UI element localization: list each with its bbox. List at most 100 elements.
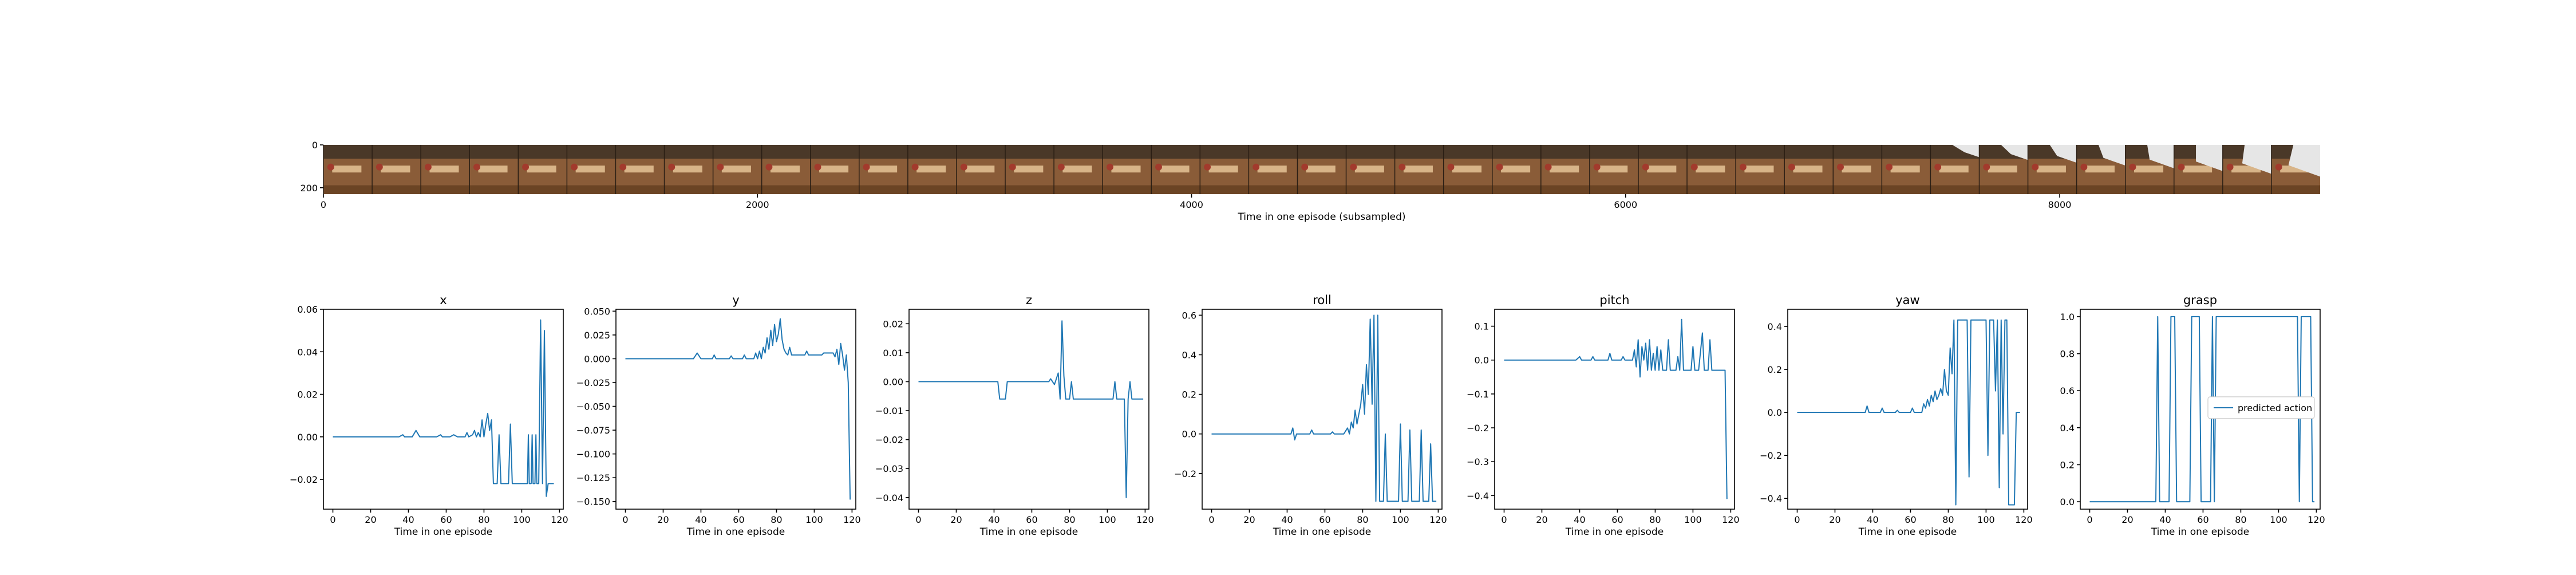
strip-x-tick-label: 8000 [2048,199,2072,210]
x-tick-label: 80 [771,514,782,525]
frame-floor-edge [1882,185,1931,194]
frame-object [863,163,870,171]
frame-object [1690,163,1698,171]
frame-shelf [1939,166,1969,173]
frame-floor-edge [1979,185,2028,194]
frame-object [668,163,675,171]
episode-frame [420,145,470,194]
episode-frame [1151,145,1200,194]
frame-wall [713,145,762,159]
y-tick-label: −0.04 [875,493,903,503]
strip-x-tick-label: 6000 [1614,199,1637,210]
frame-wall [761,145,811,159]
frame-wall [567,145,616,159]
frame-object [765,163,773,171]
y-tick-label: 0.01 [883,348,903,359]
frame-robot-arm [2098,145,2125,166]
y-tick-label: −0.050 [576,401,610,412]
frame-robot-arm [2242,145,2271,174]
frame-wall [810,145,859,159]
frame-wall [1492,145,1541,159]
frame-wall [1833,145,1882,159]
strip-x-tick-label: 0 [321,199,326,210]
x-axis-label: Time in one episode [394,526,492,538]
x-tick-label: 60 [440,514,452,525]
frame-object [2275,163,2282,171]
legend-label: predicted action [2238,403,2312,413]
frame-shelf [478,166,508,173]
frame-shelf [1354,166,1384,173]
x-tick-label: 80 [2235,514,2246,525]
y-tick-label: −0.1 [1467,389,1489,400]
episode-frame [907,145,957,194]
frame-wall [956,145,1006,159]
frame-floor-edge [1346,185,1395,194]
y-tick-label: 0.6 [2060,385,2075,396]
y-tick-label: −0.3 [1467,456,1489,467]
episode-frame [1735,145,1785,194]
x-tick-label: 80 [478,514,489,525]
episode-frame [566,145,616,194]
frame-floor-edge [323,185,373,194]
x-tick-label: 60 [2197,514,2208,525]
frame-floor-edge [567,185,616,194]
y-tick-label: 0.02 [297,389,318,400]
x-tick-label: 0 [2087,514,2092,525]
episode-frame [615,145,665,194]
subplot-title: z [1026,293,1032,307]
subplot-z: z 0 20 40 60 80 100 120 0.02 0.01 0.00 −0.01 −0.02 −0… [875,293,1154,538]
episode-frame [2027,145,2077,194]
frame-floor-edge [713,185,762,194]
frame-wall [469,145,519,159]
frame-object [473,163,480,171]
frame-shelf [673,166,702,173]
y-tick-label: 0.6 [1182,310,1196,321]
frame-wall [1054,145,1103,159]
strip-y-tick-label: 0 [312,140,318,151]
y-tick-label: 0.0 [1768,407,1782,418]
x-tick-label: 0 [1501,514,1507,525]
x-tick-label: 20 [2121,514,2133,525]
frame-floor-edge [2125,185,2174,194]
episode-frame [956,145,1006,194]
frame-shelf [1842,166,1871,173]
frame-floor-edge [1930,185,1980,194]
frame-floor-edge [421,185,470,194]
frame-wall [1736,145,1785,159]
frame-object [1788,163,1795,171]
x-tick-label: 20 [1536,514,1547,525]
x-axis-label: Time in one episode [1565,526,1664,538]
frame-object [1155,163,1162,171]
y-tick-label: 0.050 [584,306,610,317]
legend: predicted action [2207,396,2315,419]
episode-frame [469,145,519,194]
x-tick-label: 20 [365,514,376,525]
y-tick-label: −0.02 [290,474,318,485]
frame-object [1204,163,1211,171]
x-axis-label: Time in one episode [1858,526,1957,538]
frame-shelf [1501,166,1531,173]
episode-frame [663,145,713,194]
episode-frame [1492,145,1541,194]
plot-area [908,309,1149,510]
frame-object [2178,163,2185,171]
x-tick-label: 100 [1684,514,1702,525]
episode-frame [2271,145,2320,194]
frame-wall [1687,145,1736,159]
subplot-title: y [732,293,739,307]
frame-object [814,163,821,171]
episode-frame [1345,145,1395,194]
frame-wall [664,145,713,159]
strip-x-tick-label: 4000 [1180,199,1203,210]
frame-shelf [1014,166,1044,173]
frame-floor-edge [1297,185,1346,194]
frame-wall [1540,145,1590,159]
frame-wall [1638,145,1688,159]
episode-frame [712,145,762,194]
frame-shelf [1111,166,1141,173]
frame-wall [1784,145,1834,159]
x-tick-label: 120 [551,514,568,525]
x-tick-label: 100 [1977,514,1995,525]
plot-area [323,309,564,510]
frame-shelf [624,166,654,173]
